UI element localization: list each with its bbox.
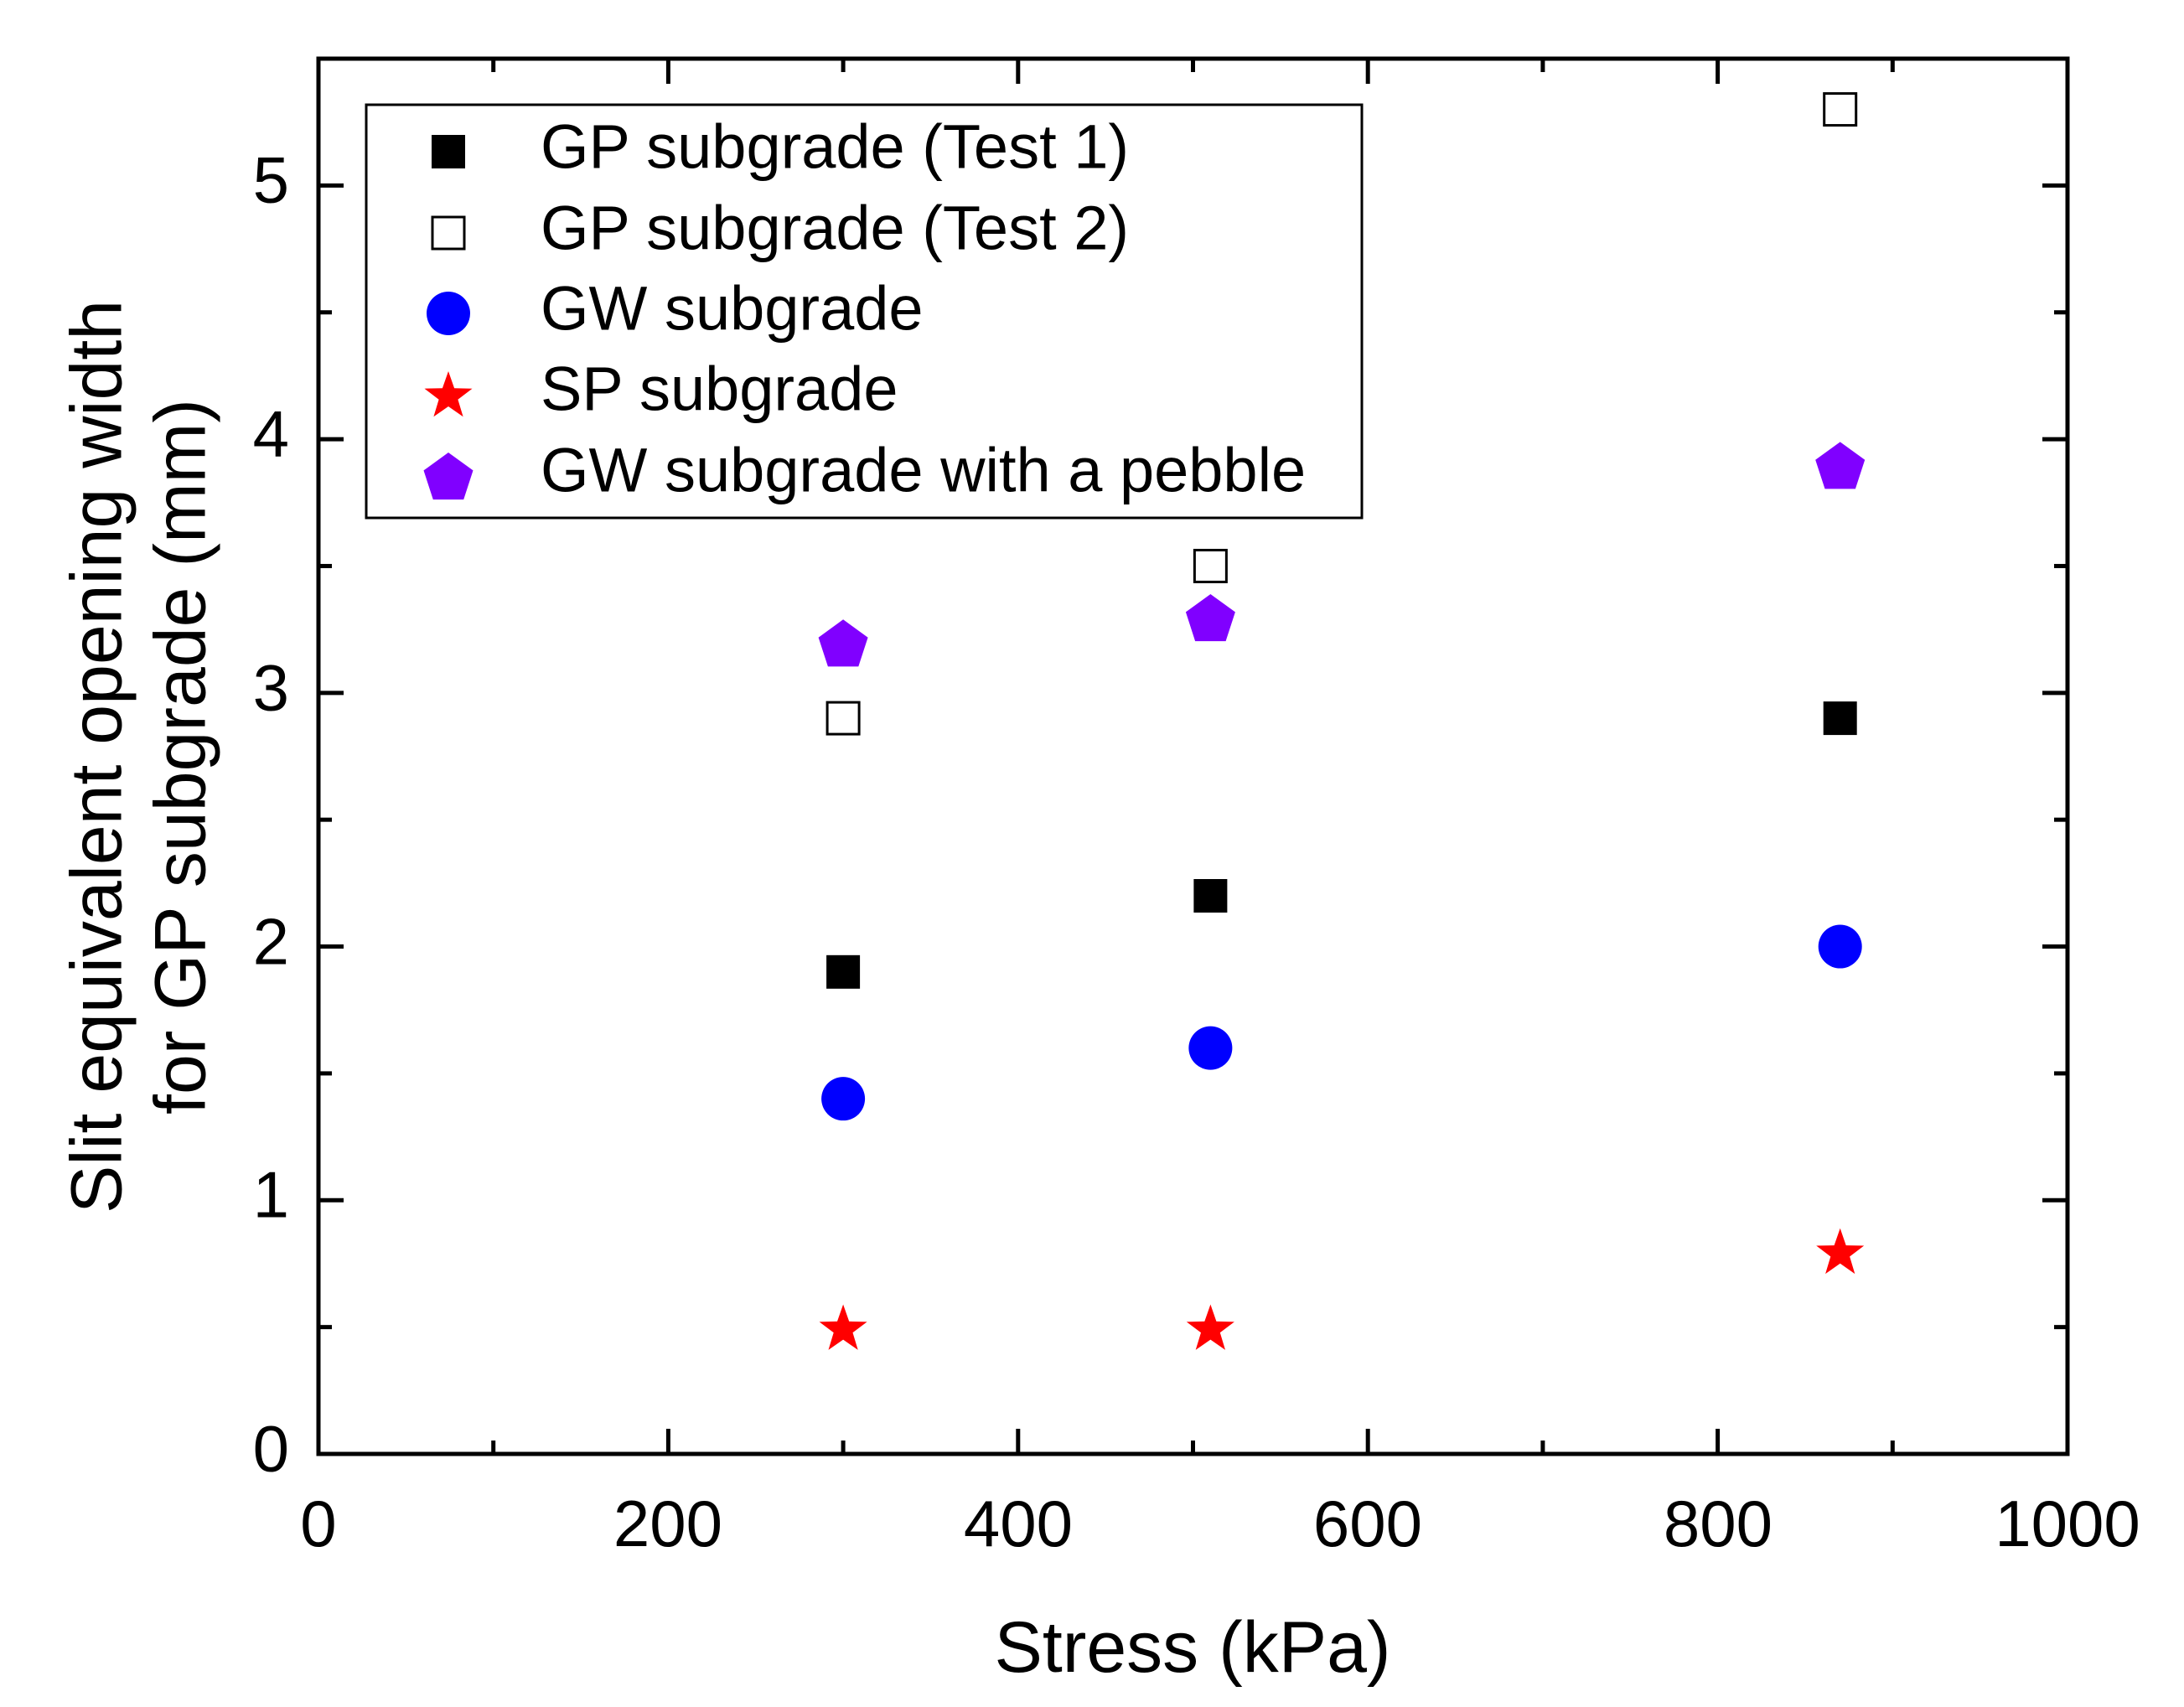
legend-label-gw: GW subgrade: [541, 274, 924, 344]
plot-frame: [316, 56, 2070, 1456]
x-tick-label-200: 200: [613, 1487, 722, 1560]
y-tick-label-2: 2: [253, 905, 289, 979]
legend-label-sp: SP subgrade: [541, 354, 898, 424]
data-point-series-4-1: [1185, 594, 1235, 642]
data-point-series-2-2: [1818, 924, 1862, 969]
y-axis-title-line-2: for GP subgrade (mm): [141, 399, 221, 1115]
y-tick-label-3: 3: [253, 651, 289, 725]
y-tick-label-1: 1: [253, 1158, 289, 1232]
data-point-series-3-0: [819, 1304, 867, 1350]
data-point-series-0-1: [1193, 879, 1228, 913]
legend-marker-series-1: [431, 215, 466, 251]
y-tick-label-4: 4: [253, 397, 289, 471]
legend-box: [365, 103, 1364, 520]
legend-label-gp-test1: GP subgrade (Test 1): [541, 112, 1129, 182]
x-tick-label-0: 0: [300, 1487, 336, 1560]
data-point-series-0-0: [826, 954, 861, 989]
data-point-series-4-2: [1815, 442, 1866, 489]
data-point-series-1-2: [1823, 92, 1858, 127]
data-point-series-2-1: [1188, 1026, 1233, 1070]
x-tick-label-1000: 1000: [1995, 1487, 2140, 1560]
legend-marker-series-3: [424, 371, 473, 417]
data-point-series-2-0: [821, 1077, 866, 1121]
data-point-series-1-1: [1193, 548, 1228, 583]
legend-marker-series-4: [423, 453, 474, 500]
x-axis-title: Stress (kPa): [994, 1607, 1390, 1688]
x-tick-label-600: 600: [1313, 1487, 1422, 1560]
data-point-series-3-1: [1186, 1304, 1234, 1350]
legend-marker-series-2: [427, 292, 470, 335]
data-point-series-0-2: [1823, 701, 1857, 736]
legend-label-gw-pebble: GW subgrade with a pebble: [541, 436, 1306, 505]
y-tick-label-0: 0: [253, 1412, 289, 1486]
legend-markers: [423, 135, 474, 500]
data-point-series-1-0: [825, 701, 861, 736]
data-point-series-3-2: [1816, 1228, 1865, 1275]
data-points: [818, 92, 1866, 1350]
x-tick-label-800: 800: [1664, 1487, 1773, 1560]
legend-marker-series-0: [432, 135, 465, 168]
legend: GP subgrade (Test 1) GP subgrade (Test 2…: [365, 103, 1364, 520]
y-axis-title-line-1: Slit equivalent opening width: [57, 300, 137, 1213]
data-point-series-4-0: [818, 619, 868, 667]
y-tick-label-5: 5: [253, 143, 289, 217]
legend-label-gp-test2: GP subgrade (Test 2): [541, 194, 1129, 263]
x-tick-label-400: 400: [964, 1487, 1073, 1560]
